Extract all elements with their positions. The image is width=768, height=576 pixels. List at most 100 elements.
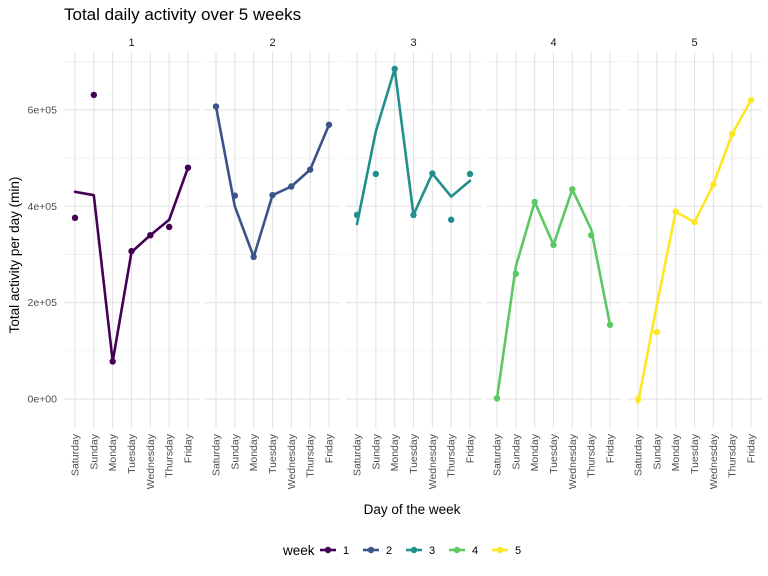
facet-panel-3: 3 Saturday Sunday Monday Tuesday Wednesday Thu… [346,37,481,489]
data-point-week-3 [447,216,455,223]
data-point-week-3 [410,211,417,219]
data-point-week-2 [231,192,239,199]
x-tick-label: Monday [107,433,119,471]
data-point-week-4 [493,395,501,402]
facet-panel-4: 4 Saturday Sunday Monday Tuesday Wednesday Thu… [486,37,621,489]
legend-label: 3 [429,545,435,557]
data-point-week-3 [466,170,474,178]
legend-item-week-5: 5 [492,545,521,557]
y-axis-title: Total activity per day (min) [7,177,22,334]
x-tick-label: Thursday [446,433,458,478]
facet-label: 4 [550,37,556,49]
data-point-week-1 [90,91,98,99]
data-point-week-5 [691,218,698,226]
y-tick-label: 4e+05 [28,201,58,213]
facet-panels: 1 Saturday Sunday Monday Tuesday Wednesday Thu… [64,37,762,489]
facet-panel-1: 1 Saturday Sunday Monday Tuesday Wednesday Thu… [64,37,199,489]
data-point-week-5 [728,130,736,138]
x-tick-label: Saturday [211,433,223,476]
x-tick-label: Monday [248,433,260,471]
data-point-week-3 [429,170,436,177]
data-point-week-3 [391,65,398,73]
facet-label: 5 [691,37,697,49]
chart-title: Total daily activity over 5 weeks [64,5,301,24]
x-tick-label: Thursday [586,433,598,478]
data-point-week-2 [250,253,257,261]
legend-item-week-1: 1 [320,545,349,557]
y-tick-label: 0e+00 [28,394,58,406]
x-tick-label: Monday [670,433,682,471]
y-tick-label: 2e+05 [28,297,58,309]
data-point-week-5 [653,328,661,336]
x-axis-title: Day of the week [364,502,461,517]
x-tick-label: Monday [529,433,541,471]
x-tick-label: Saturday [352,433,364,476]
data-point-week-4 [550,241,557,249]
facet-label: 1 [128,37,134,49]
data-point-week-4 [531,198,538,206]
legend-label: 4 [472,545,478,557]
legend-key-point [410,546,418,554]
legend-item-week-2: 2 [363,545,392,557]
data-point-week-1 [147,231,154,239]
data-point-week-4 [569,186,576,193]
x-tick-label: Sunday [88,433,100,469]
data-point-week-5 [747,97,755,104]
x-tick-label: Thursday [305,433,317,478]
x-tick-label: Tuesday [408,433,420,474]
x-tick-label: Wednesday [286,433,298,489]
facet-label: 3 [410,37,416,49]
data-point-week-1 [184,164,192,171]
x-tick-label: Friday [324,433,336,463]
legend-label: 5 [515,545,521,557]
x-tick-label: Wednesday [427,433,439,489]
x-tick-label: Thursday [727,433,739,478]
x-tick-label: Friday [183,433,195,463]
data-point-week-5 [634,395,642,403]
data-point-week-2 [269,191,276,199]
x-tick-label: Tuesday [548,433,560,474]
data-point-week-2 [325,121,333,128]
legend: week 1 2 3 4 5 [282,543,521,558]
data-point-week-3 [353,211,361,219]
data-point-week-1 [109,358,116,365]
x-tick-label: Wednesday [145,433,157,489]
data-point-week-2 [288,183,295,190]
data-point-week-5 [672,208,679,215]
x-tick-label: Tuesday [267,433,279,474]
y-tick-label: 6e+05 [28,104,58,116]
x-tick-label: Saturday [70,433,82,476]
data-point-week-1 [165,223,173,231]
x-tick-label: Sunday [651,433,663,469]
legend-key-point [367,546,375,554]
x-tick-label: Thursday [164,433,176,478]
legend-label: 2 [386,545,392,557]
data-point-week-1 [128,247,135,255]
x-tick-label: Sunday [510,433,522,469]
data-point-week-5 [710,181,717,188]
x-tick-label: Wednesday [708,433,720,489]
x-tick-label: Sunday [370,433,382,469]
data-point-week-3 [372,170,380,178]
legend-key-point [496,546,504,554]
legend-label: 1 [343,545,349,557]
facet-panel-5: 5 Saturday Sunday Monday Tuesday Wednesday Thu… [627,37,762,489]
x-tick-label: Tuesday [126,433,138,474]
x-tick-label: Monday [389,433,401,471]
facet-label: 2 [269,37,275,49]
legend-item-week-3: 3 [406,545,435,557]
legend-title: week [282,543,315,558]
x-tick-label: Sunday [229,433,241,469]
legend-key-point [453,546,461,554]
x-tick-label: Saturday [633,433,645,476]
data-point-week-1 [71,214,79,222]
x-tick-label: Tuesday [689,433,701,474]
legend-item-week-4: 4 [449,545,478,557]
x-tick-label: Friday [746,433,758,463]
x-tick-label: Friday [465,433,477,463]
data-point-week-2 [212,103,220,110]
data-point-week-2 [306,166,314,173]
x-tick-label: Wednesday [567,433,579,489]
y-axis: 0e+00 2e+05 4e+05 6e+05 [28,104,58,405]
